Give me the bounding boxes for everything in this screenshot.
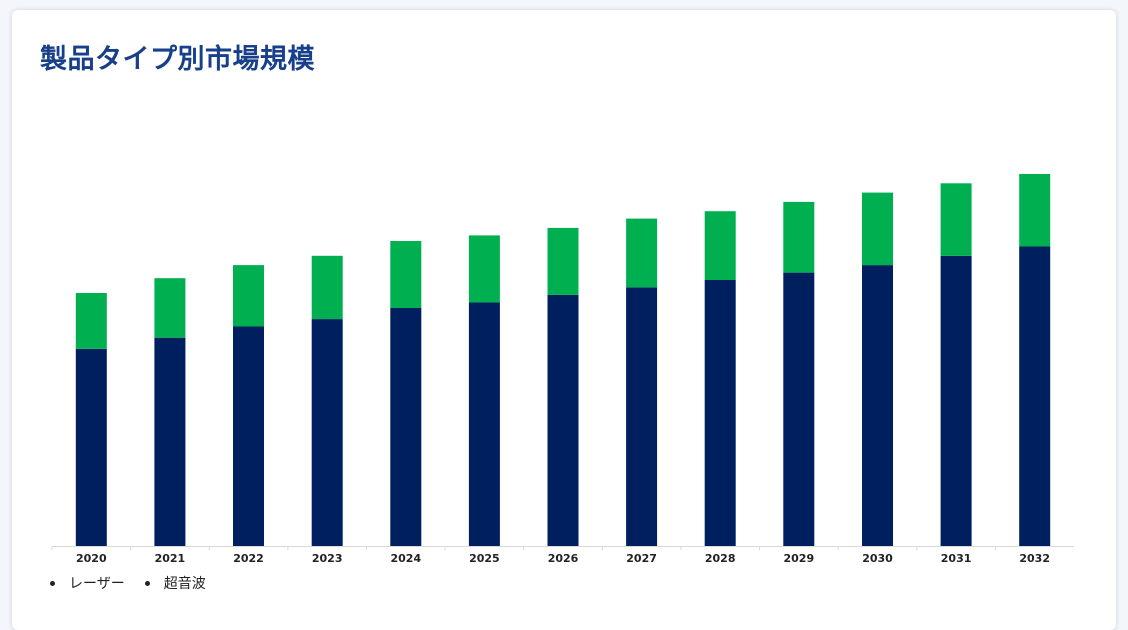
x-tick-label-2027: 2027 xyxy=(626,552,657,565)
chart-title: 製品タイプ別市場規模 xyxy=(40,44,315,75)
bar-segment-laser-2031[interactable] xyxy=(940,255,972,547)
bar-segment-ultrasound-2026[interactable] xyxy=(547,227,579,295)
bar-segment-laser-2032[interactable] xyxy=(1019,246,1051,547)
x-tick-label-2025: 2025 xyxy=(469,552,500,565)
legend-item-ultrasound[interactable]: 超音波 xyxy=(144,573,206,593)
legend-bullet-icon xyxy=(50,580,55,586)
x-tick-label-2031: 2031 xyxy=(941,552,972,565)
bar-segment-laser-2023[interactable] xyxy=(311,319,343,546)
bar-segment-ultrasound-2025[interactable] xyxy=(468,235,500,303)
bar-segment-laser-2029[interactable] xyxy=(783,272,815,546)
legend-bullet-icon xyxy=(144,580,150,586)
x-tick-label-2032: 2032 xyxy=(1019,552,1050,565)
bar-segment-ultrasound-2029[interactable] xyxy=(783,201,815,273)
bar-segment-laser-2024[interactable] xyxy=(390,307,422,546)
x-tick-label-2028: 2028 xyxy=(705,552,736,565)
x-tick-label-2020: 2020 xyxy=(76,552,107,565)
bar-segment-ultrasound-2030[interactable] xyxy=(862,192,893,266)
x-tick-label-2023: 2023 xyxy=(312,552,343,565)
legend-label-laser: レーザー xyxy=(69,576,125,592)
legend-label-ultrasound: 超音波 xyxy=(163,576,206,592)
bar-segment-laser-2028[interactable] xyxy=(704,280,736,546)
bar-segment-laser-2020[interactable] xyxy=(75,348,107,546)
bar-segment-laser-2026[interactable] xyxy=(547,294,579,546)
bar-segment-laser-2030[interactable] xyxy=(862,265,893,546)
bar-segment-ultrasound-2028[interactable] xyxy=(704,211,736,280)
x-tick-label-2029: 2029 xyxy=(783,552,814,565)
chart-legend: レーザー 超音波 xyxy=(50,573,226,593)
bar-segment-ultrasound-2022[interactable] xyxy=(233,265,264,327)
x-tick-label-2021: 2021 xyxy=(155,552,186,565)
bar-segment-ultrasound-2027[interactable] xyxy=(626,218,658,288)
bar-segment-laser-2022[interactable] xyxy=(233,326,264,547)
bar-segment-ultrasound-2024[interactable] xyxy=(390,241,422,308)
stacked-bar-chart: 2020 2021 2022 2023 2024 2025 2026 2027 2028 2029… xyxy=(51,174,1074,565)
x-tick-label-2030: 2030 xyxy=(862,552,893,565)
bar-segment-laser-2021[interactable] xyxy=(154,337,186,546)
bar-segment-ultrasound-2031[interactable] xyxy=(940,183,972,256)
bar-segment-ultrasound-2032[interactable] xyxy=(1019,174,1051,247)
bar-segment-ultrasound-2020[interactable] xyxy=(75,293,107,349)
x-tick-label-2026: 2026 xyxy=(548,552,579,565)
x-tick-label-2024: 2024 xyxy=(390,552,421,565)
bar-segment-ultrasound-2023[interactable] xyxy=(311,255,343,319)
x-tick-label-2022: 2022 xyxy=(233,552,264,565)
bar-segment-ultrasound-2021[interactable] xyxy=(154,278,186,338)
bar-segment-laser-2027[interactable] xyxy=(626,287,658,547)
bar-segment-laser-2025[interactable] xyxy=(468,302,500,546)
legend-item-laser[interactable]: レーザー xyxy=(50,573,125,593)
